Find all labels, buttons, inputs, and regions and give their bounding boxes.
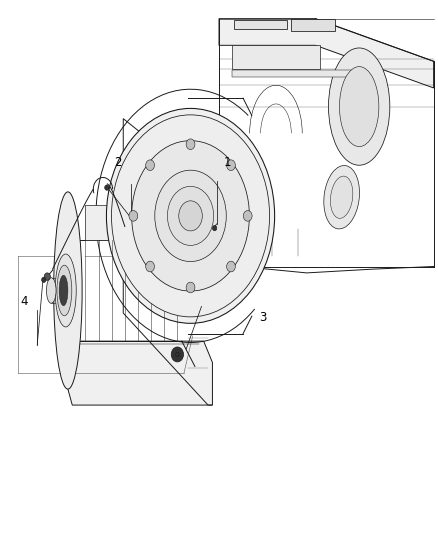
Ellipse shape (330, 176, 353, 219)
Circle shape (105, 185, 109, 190)
Circle shape (176, 352, 179, 357)
Ellipse shape (112, 115, 269, 317)
FancyBboxPatch shape (232, 70, 355, 77)
Circle shape (226, 160, 235, 171)
Circle shape (212, 225, 217, 231)
Circle shape (186, 139, 195, 150)
Polygon shape (219, 19, 434, 88)
Ellipse shape (324, 166, 360, 229)
Text: 2: 2 (114, 156, 122, 169)
Circle shape (186, 282, 195, 293)
Ellipse shape (106, 108, 275, 324)
Circle shape (42, 277, 46, 282)
Circle shape (244, 211, 252, 221)
Text: 1: 1 (224, 156, 232, 169)
Circle shape (146, 261, 155, 272)
Text: 4: 4 (20, 295, 28, 308)
Text: 3: 3 (259, 311, 266, 324)
Circle shape (44, 273, 50, 280)
Polygon shape (64, 341, 212, 405)
Circle shape (226, 261, 235, 272)
Ellipse shape (53, 192, 82, 389)
Ellipse shape (339, 67, 379, 147)
Circle shape (129, 211, 138, 221)
Ellipse shape (179, 201, 202, 231)
FancyBboxPatch shape (234, 20, 287, 29)
Polygon shape (85, 205, 191, 240)
Ellipse shape (57, 265, 72, 316)
Circle shape (171, 347, 184, 362)
FancyBboxPatch shape (291, 19, 335, 31)
Ellipse shape (59, 275, 68, 305)
Ellipse shape (46, 278, 56, 303)
Ellipse shape (167, 187, 214, 245)
Ellipse shape (155, 170, 226, 262)
Ellipse shape (55, 254, 76, 327)
Ellipse shape (132, 141, 249, 291)
Ellipse shape (328, 48, 390, 165)
Circle shape (146, 160, 155, 171)
FancyBboxPatch shape (232, 45, 320, 69)
